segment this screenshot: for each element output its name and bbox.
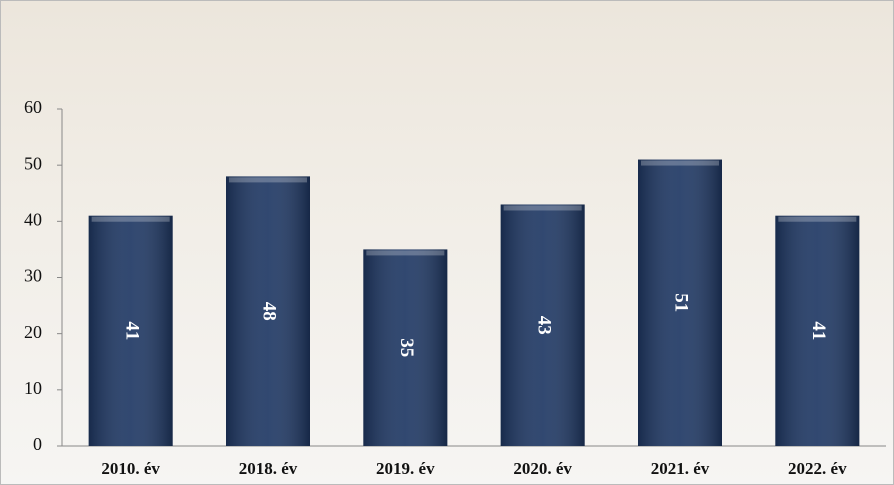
- y-tick-label: 30: [24, 266, 42, 286]
- x-tick-label: 2018. év: [239, 459, 298, 478]
- value-label: 41: [121, 321, 142, 340]
- bar-bevel: [778, 216, 857, 222]
- value-label: 51: [671, 293, 692, 312]
- bar-shade: [500, 204, 585, 446]
- y-tick-label: 0: [33, 434, 42, 454]
- bar-shade: [775, 215, 860, 446]
- x-tick-label: 2019. év: [376, 459, 435, 478]
- y-tick-label: 60: [24, 97, 42, 117]
- x-tick-label: 2022. év: [788, 459, 847, 478]
- bar-shade: [363, 249, 448, 446]
- bar-shade: [638, 159, 722, 447]
- value-label: 43: [533, 316, 554, 335]
- bar-bevel: [641, 160, 719, 166]
- y-tick-label: 50: [24, 153, 42, 173]
- y-tick-label: 20: [24, 322, 42, 342]
- bar-bevel: [366, 250, 445, 256]
- x-tick-label: 2010. év: [101, 459, 160, 478]
- bar-bevel: [229, 177, 307, 183]
- bar-bevel: [503, 205, 582, 211]
- y-tick-label: 10: [24, 378, 42, 398]
- value-label: 48: [259, 302, 280, 321]
- x-tick-label: 2021. év: [651, 459, 710, 478]
- value-label: 41: [808, 321, 829, 340]
- x-tick-label: 2020. év: [513, 459, 572, 478]
- y-tick-label: 40: [24, 209, 42, 229]
- bar-shade: [226, 176, 310, 446]
- value-label: 35: [396, 338, 417, 357]
- bar-shade: [88, 215, 173, 446]
- bar-bevel: [91, 216, 170, 222]
